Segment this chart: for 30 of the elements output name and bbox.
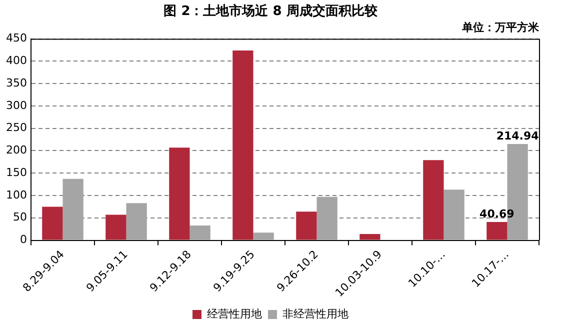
y-tick-label: 300 <box>6 98 27 112</box>
bar <box>316 196 338 240</box>
text: 单位：万平方米 <box>461 21 540 34</box>
y-tick-label: 200 <box>6 144 27 157</box>
bar <box>423 160 444 240</box>
data-label: 40.69 <box>480 207 514 220</box>
bar <box>253 232 274 240</box>
y-tick-label: 400 <box>6 54 27 68</box>
bar <box>444 190 464 240</box>
y-tick-label: 50 <box>12 210 27 224</box>
y-tick-label: 450 <box>6 32 27 45</box>
legend-label: 非经营性用地 <box>282 307 348 320</box>
bar <box>296 212 317 240</box>
bar <box>62 178 84 240</box>
y-tick-label: 0 <box>20 233 27 246</box>
bar <box>126 203 147 240</box>
bar <box>106 214 126 240</box>
bar <box>360 234 380 240</box>
bar <box>232 50 254 240</box>
bar <box>42 206 63 240</box>
chart-title: 图 2：土地市场近 8 周成交面积比较 <box>164 3 378 20</box>
y-tick-label: 250 <box>6 121 27 134</box>
data-label: 214.94 <box>496 129 540 142</box>
legend-label: 经营性用地 <box>207 307 262 320</box>
y-tick-label: 350 <box>6 76 27 90</box>
bar <box>169 148 190 240</box>
y-tick-label: 150 <box>6 166 27 179</box>
y-tick-label: 100 <box>6 188 27 202</box>
bar <box>486 222 508 240</box>
bar <box>190 226 210 240</box>
